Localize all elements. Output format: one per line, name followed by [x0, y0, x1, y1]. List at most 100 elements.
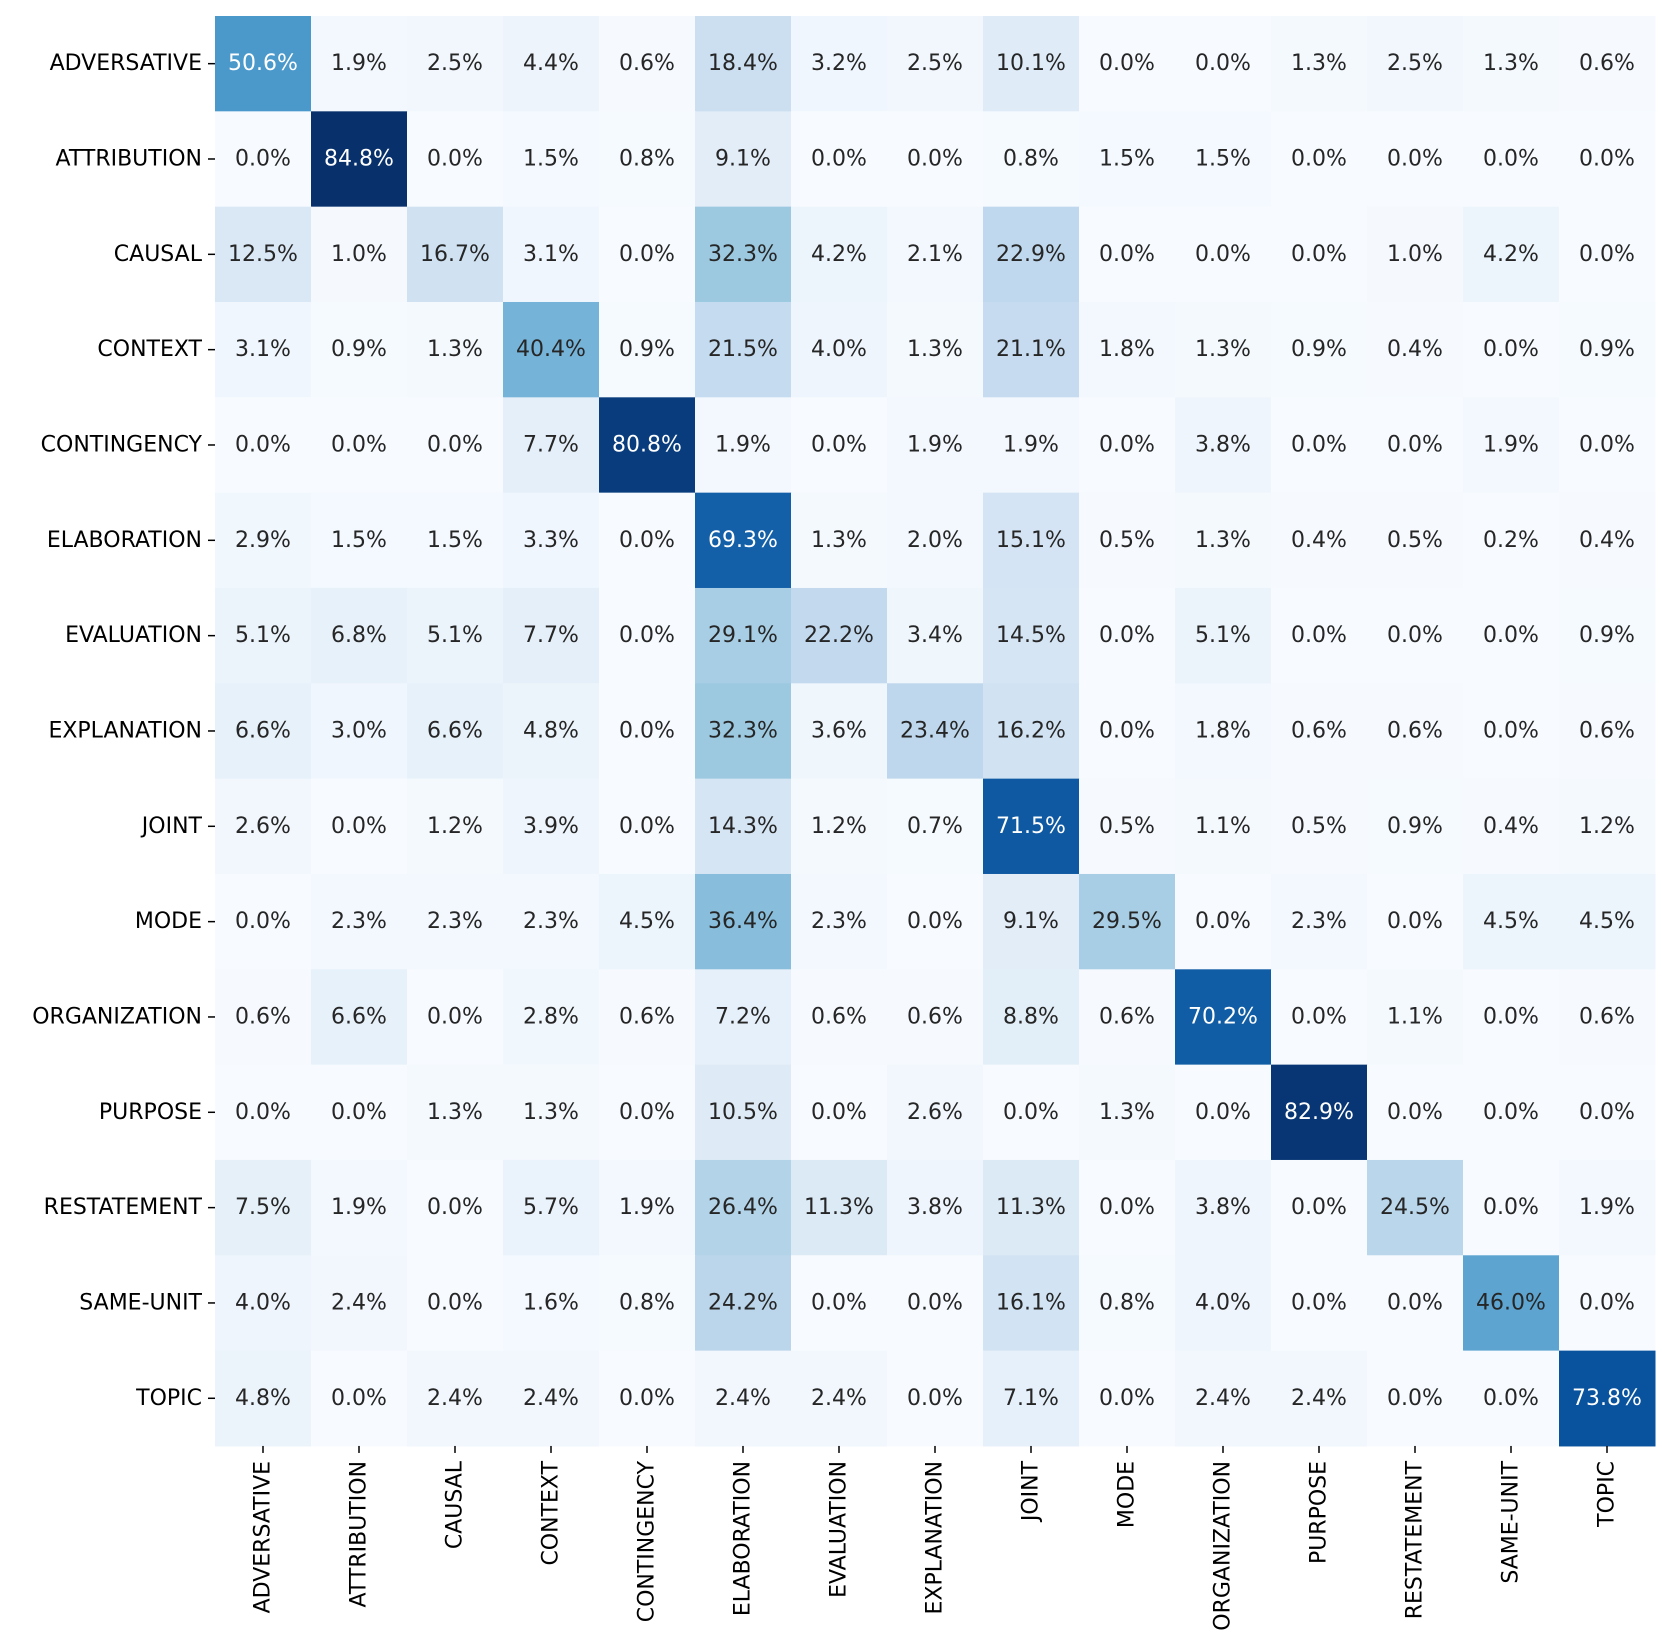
heatmap-cell-value: 1.3%: [1291, 51, 1347, 76]
heatmap-cell-value: 5.1%: [1195, 623, 1251, 648]
heatmap-cell-value: 32.3%: [708, 718, 778, 743]
heatmap-cell: [1463, 1064, 1560, 1161]
heatmap-cell: [983, 492, 1080, 589]
heatmap-cell: [983, 683, 1080, 780]
heatmap-cell: [1367, 969, 1464, 1066]
heatmap-cell: [983, 206, 1080, 303]
heatmap-cell: [311, 587, 408, 684]
heatmap-cell-value: 40.4%: [516, 337, 586, 362]
y-tick-label: SAME-UNIT: [79, 1290, 202, 1315]
heatmap-cell: [1367, 778, 1464, 875]
heatmap-cell: [215, 1159, 312, 1256]
heatmap-cell: [215, 16, 312, 112]
heatmap-cell: [215, 1255, 312, 1352]
heatmap-cell: [599, 873, 696, 970]
heatmap-cell: [1079, 492, 1176, 589]
heatmap-cell: [983, 778, 1080, 875]
heatmap-cell-value: 1.9%: [331, 51, 387, 76]
heatmap-cell-value: 0.0%: [1483, 1100, 1539, 1125]
heatmap-cell: [1367, 1159, 1464, 1256]
heatmap-cell-value: 0.9%: [331, 337, 387, 362]
heatmap-cell-value: 0.0%: [1483, 623, 1539, 648]
x-tick-label: RESTATEMENT: [1403, 1460, 1428, 1619]
heatmap-cell: [1079, 873, 1176, 970]
heatmap-cell: [887, 1159, 984, 1256]
heatmap-cell-value: 0.6%: [1579, 1004, 1635, 1029]
heatmap-cell-value: 32.3%: [708, 242, 778, 267]
heatmap-cell: [1463, 969, 1560, 1066]
heatmap-cell-value: 0.6%: [1387, 718, 1443, 743]
heatmap-cell-value: 0.0%: [1291, 432, 1347, 457]
heatmap-cell-value: 1.5%: [427, 528, 483, 553]
heatmap-cell-value: 0.0%: [427, 1195, 483, 1220]
heatmap-cell: [1175, 301, 1272, 398]
heatmap-cell: [1559, 587, 1656, 684]
heatmap-cell-value: 0.0%: [235, 1100, 291, 1125]
heatmap-cell-value: 0.6%: [619, 1004, 675, 1029]
heatmap-cell: [1559, 873, 1656, 970]
heatmap-cell-value: 50.6%: [228, 51, 298, 76]
heatmap-cell-value: 2.3%: [331, 909, 387, 934]
heatmap-cell-value: 0.5%: [1291, 814, 1347, 839]
heatmap-cell: [887, 873, 984, 970]
heatmap-cell-value: 16.1%: [996, 1290, 1066, 1315]
heatmap-cell: [1175, 206, 1272, 303]
y-tick-label: EVALUATION: [65, 623, 202, 648]
heatmap-cell-value: 0.4%: [1579, 528, 1635, 553]
heatmap-cell: [791, 492, 888, 589]
heatmap-cell-value: 15.1%: [996, 528, 1066, 553]
heatmap-cell: [887, 587, 984, 684]
heatmap-cell-value: 82.9%: [1284, 1100, 1354, 1125]
heatmap-cell-value: 3.0%: [331, 718, 387, 743]
heatmap-cell-value: 0.0%: [1387, 1290, 1443, 1315]
heatmap-cell-value: 0.0%: [1099, 1195, 1155, 1220]
x-tick-label: CAUSAL: [443, 1460, 468, 1549]
heatmap-cell-value: 0.0%: [811, 432, 867, 457]
heatmap-cell: [407, 111, 504, 208]
heatmap-cell: [1175, 397, 1272, 494]
heatmap-cell-value: 1.6%: [523, 1290, 579, 1315]
heatmap-cell: [1079, 397, 1176, 494]
heatmap-cell: [1367, 683, 1464, 780]
heatmap-cell: [791, 206, 888, 303]
heatmap-cell: [599, 683, 696, 780]
heatmap-cell-value: 1.3%: [1099, 1100, 1155, 1125]
heatmap-cell: [311, 1350, 408, 1447]
heatmap-cell-value: 2.5%: [907, 51, 963, 76]
heatmap-cell-value: 0.0%: [427, 432, 483, 457]
heatmap-cell: [1367, 301, 1464, 398]
heatmap-cell-value: 0.0%: [235, 432, 291, 457]
heatmap-cell-value: 0.0%: [1483, 718, 1539, 743]
x-tick-label: TOPIC: [1595, 1461, 1620, 1528]
heatmap-cell: [1079, 587, 1176, 684]
heatmap-cell: [1271, 778, 1368, 875]
heatmap-cell: [215, 1064, 312, 1161]
heatmap-cell-value: 1.3%: [523, 1100, 579, 1125]
heatmap-cell: [695, 1064, 792, 1161]
heatmap-cell-value: 0.0%: [1195, 1100, 1251, 1125]
heatmap-cell: [215, 492, 312, 589]
heatmap-cell: [983, 16, 1080, 112]
heatmap-cell: [1559, 301, 1656, 398]
heatmap-cell: [1559, 969, 1656, 1066]
heatmap-cell: [1271, 397, 1368, 494]
heatmap-cell: [983, 1159, 1080, 1256]
heatmap-cell-value: 0.4%: [1483, 814, 1539, 839]
heatmap-cell-value: 73.8%: [1572, 1386, 1642, 1411]
heatmap-cell-value: 69.3%: [708, 528, 778, 553]
heatmap-cell-value: 0.7%: [907, 814, 963, 839]
heatmap-cell: [791, 1350, 888, 1447]
heatmap-cell-value: 0.0%: [1195, 909, 1251, 934]
heatmap-cell-value: 0.8%: [1003, 146, 1059, 171]
heatmap-cell-value: 0.4%: [1387, 337, 1443, 362]
heatmap-cell: [791, 1064, 888, 1161]
heatmap-cell-value: 0.6%: [907, 1004, 963, 1029]
heatmap-cell-value: 0.0%: [1579, 432, 1635, 457]
heatmap-cell: [407, 492, 504, 589]
heatmap-cell: [791, 301, 888, 398]
heatmap-cell: [1463, 1159, 1560, 1256]
heatmap-cell-value: 0.0%: [331, 432, 387, 457]
heatmap-cell: [311, 1255, 408, 1352]
heatmap-cell-value: 0.0%: [427, 146, 483, 171]
heatmap-cell: [695, 206, 792, 303]
